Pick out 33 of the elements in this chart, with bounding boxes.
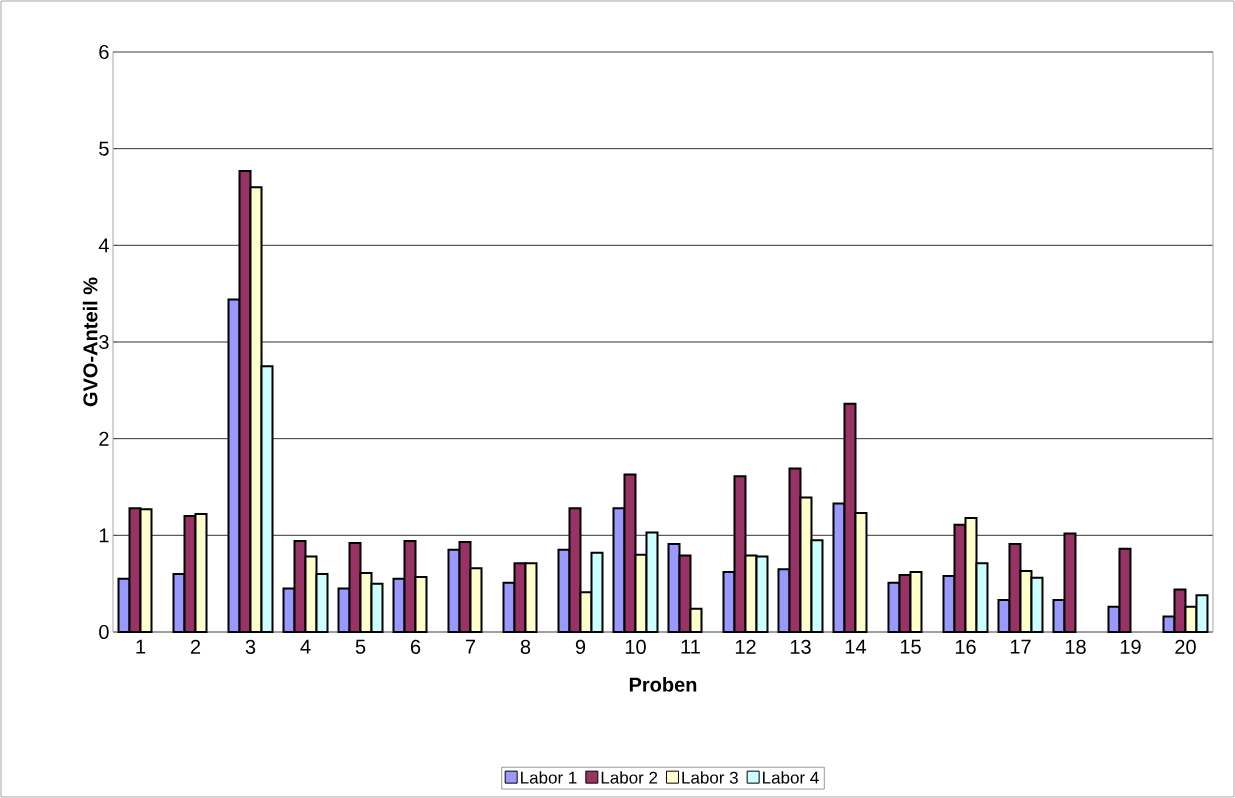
x-tick-label: 20: [1175, 639, 1196, 654]
y-tick-label: 6: [99, 44, 109, 60]
y-tick-label: 4: [98, 238, 109, 253]
x-tick-label: 17: [1010, 639, 1031, 654]
x-tick-label: 9: [575, 639, 586, 654]
legend-label: Labor 4: [763, 771, 819, 784]
legend-label: Labor 1: [521, 771, 577, 784]
legend-label: Labor 3: [682, 771, 738, 784]
legend-label: Labor 2: [601, 771, 658, 784]
y-tick-label: 3: [99, 334, 109, 350]
x-tick-label: 2: [190, 639, 201, 654]
y-tick-label: 0: [99, 624, 109, 640]
x-tick-label: 5: [355, 639, 366, 654]
x-tick-label: 6: [410, 639, 421, 654]
x-tick-label: 3: [245, 639, 256, 654]
x-tick-label: 8: [520, 639, 531, 654]
y-tick-label: 5: [99, 141, 109, 156]
x-tick-label: 13: [790, 639, 811, 654]
x-tick-label: 16: [955, 639, 976, 654]
x-tick-label: 19: [1120, 639, 1141, 654]
x-tick-label: 15: [900, 639, 921, 654]
x-tick-label: 10: [625, 639, 646, 654]
x-tick-label: 4: [300, 639, 311, 654]
x-tick-label: 12: [735, 639, 756, 654]
y-axis-title: GVO-Anteil %: [82, 277, 98, 407]
x-tick-label: 1: [136, 639, 146, 654]
x-tick-label: 11: [681, 639, 700, 654]
x-tick-label: 14: [845, 639, 867, 654]
x-tick-label: 18: [1065, 639, 1086, 654]
y-tick-label: 1: [99, 528, 109, 543]
y-tick-label: 2: [99, 431, 109, 446]
x-tick-label: 7: [465, 639, 476, 654]
x-axis-title: Proben: [629, 677, 697, 692]
